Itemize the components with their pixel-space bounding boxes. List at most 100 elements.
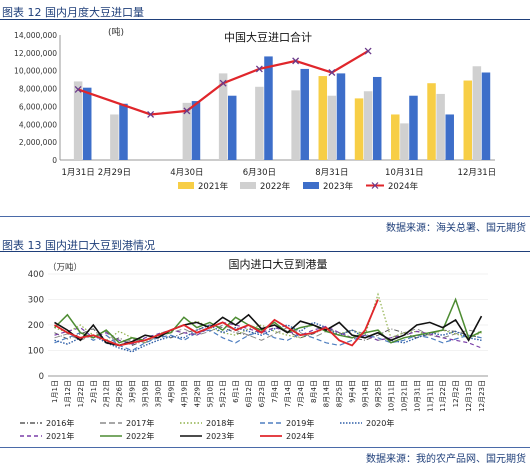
chart2-legend-label: 2020年	[366, 418, 394, 428]
figure1-bottom-rule	[0, 216, 530, 217]
chart2-legend-label: 2018年	[206, 418, 234, 428]
chart1-unit: (吨)	[108, 26, 124, 38]
chart2-legend-label: 2023年	[206, 431, 234, 441]
chart1-bar-2021年	[427, 83, 436, 160]
chart2-title: 国内进口大豆到港量	[229, 257, 328, 271]
chart1-bar-2021年	[463, 80, 473, 160]
chart1-bar-2022年	[363, 91, 373, 160]
chart1-xtick-label: 10月31日	[385, 168, 424, 178]
chart1-marker-2024	[364, 47, 372, 55]
chart1-xtick-label: 1月31日	[62, 168, 95, 178]
chart2-xtick-label: 7月14日	[284, 380, 292, 407]
chart1-bar-2022年	[436, 93, 445, 160]
chart1-marker-stroke	[364, 47, 372, 55]
chart1-ytick-label: 6,000,000	[19, 102, 57, 111]
chart1-bar-2022年	[327, 95, 337, 160]
chart1-bar-2023年	[227, 95, 237, 160]
chart2-xtick-label: 7月4日	[271, 380, 279, 403]
chart1-legend-swatch	[178, 182, 194, 189]
chart1-marker-2024	[255, 65, 263, 73]
chart2-xtick-label: 12月13日	[465, 380, 473, 412]
chart1-bar-2023年	[82, 87, 92, 160]
chart1-bar-2022年	[182, 102, 192, 160]
chart1-title: 中国大豆进口合计	[224, 30, 312, 44]
chart2-ytick-label: 0	[39, 372, 44, 382]
chart1-ytick-label: 10,000,000	[14, 67, 57, 76]
chart1-marker-stroke	[328, 69, 336, 76]
chart2-xtick-label: 9月4日	[349, 380, 357, 403]
chart2-xtick-label: 3月9日	[129, 380, 137, 403]
chart2-xtick-label: 10月21日	[400, 380, 408, 412]
chart1-marker-2024	[219, 79, 227, 87]
chart1-ytick-label: 0	[52, 156, 57, 165]
chart2-line-2021年	[54, 321, 482, 349]
figure2-title: 图表 13 国内进口大豆到港情况	[2, 239, 155, 252]
chart2-xtick-label: 2月26日	[116, 380, 124, 407]
chart2-xtick-label: 12月23日	[478, 380, 486, 412]
chart1-ytick-label: 14,000,000	[14, 31, 57, 40]
chart2-ytick-label: 200	[28, 321, 44, 331]
chart1-bar-2022年	[291, 90, 300, 160]
chart1-xtick-label: 8月31日	[315, 168, 348, 178]
chart2-xtick-label: 5月10日	[206, 380, 214, 407]
chart2-xtick-label: 4月29日	[193, 380, 201, 407]
chart1-marker-2024	[183, 107, 191, 115]
chart1-ytick-label: 4,000,000	[19, 120, 57, 129]
chart1-xtick-label: 12月31日	[458, 168, 497, 178]
chart1-bar-2021年	[318, 76, 328, 160]
figure2-bottom-rule	[0, 447, 530, 448]
chart2-xtick-label: 10月31日	[413, 380, 421, 412]
chart2-line-2020年	[54, 321, 482, 353]
chart2-ytick-label: 300	[28, 296, 44, 306]
monthly-import-chart: (吨) 中国大豆进口合计 0 2,000,000 4,000,000 6,000,000 8…	[14, 26, 497, 192]
chart1-ytick-label: 8,000,000	[19, 85, 57, 94]
chart2-ytick-label: 400	[28, 270, 44, 280]
chart1-marker-stroke	[183, 107, 191, 115]
chart1-bar-2022年	[400, 123, 409, 160]
chart2-legend-label: 2019年	[286, 418, 314, 428]
chart2-legend-label: 2022年	[126, 431, 154, 441]
chart1-marker-stroke	[255, 65, 263, 73]
chart1-legend-label: 2024年	[388, 181, 419, 192]
chart1-bar-2022年	[73, 81, 83, 160]
chart1-bar-2023年	[264, 56, 273, 160]
chart1-legend-label: 2022年	[260, 181, 291, 192]
arrival-chart: 国内进口大豆到港量 （万吨） 0 100 200 300 400 1月1日 1月12日 1月22日…	[20, 257, 488, 441]
chart1-bar-2023年	[445, 114, 454, 160]
chart1-legend-label: 2023年	[323, 181, 354, 192]
chart1-bar-2023年	[409, 95, 418, 160]
chart1-bar-2021年	[354, 98, 364, 160]
figure2-source: 数据来源：我的农产品网、国元期货	[366, 454, 526, 465]
chart2-xtick-label: 2月1日	[90, 380, 98, 403]
figure1-source: 数据来源：海关总署、国元期货	[386, 223, 526, 234]
chart1-marker-2024	[147, 111, 155, 118]
chart2-xtick-label: 4月19日	[180, 380, 188, 407]
chart2-xtick-label: 8月4日	[310, 380, 318, 403]
chart1-bar-2021年	[391, 114, 400, 160]
chart2-line-2024年	[54, 299, 379, 347]
chart1-bar-2022年	[472, 66, 482, 160]
chart1-xtick-label: 6月30日	[243, 168, 276, 178]
chart2-xtick-label: 10月11日	[387, 380, 395, 412]
chart2-xtick-label: 6月1日	[232, 380, 240, 403]
chart2-xtick-label: 12月2日	[452, 380, 460, 407]
chart2-legend-label: 2021年	[46, 431, 74, 441]
figure2-title-rule	[0, 251, 530, 252]
figure1-title: 图表 12 国内月度大豆进口量	[2, 6, 144, 19]
chart1-bar-2022年	[255, 86, 264, 160]
chart1-bar-2023年	[336, 73, 346, 160]
chart2-legend-label: 2024年	[286, 431, 314, 441]
chart1-xtick-label: 4月30日	[170, 168, 203, 178]
chart1-legend-marker	[371, 182, 379, 189]
chart1-marker-2024	[292, 57, 300, 65]
chart1-marker-2024	[74, 86, 82, 93]
chart2-legend-label: 2017年	[126, 418, 154, 428]
chart1-bar-2023年	[300, 68, 309, 160]
chart1-bar-2023年	[372, 76, 382, 160]
chart1-legend-label: 2021年	[198, 181, 229, 192]
chart2-xtick-label: 4月9日	[167, 380, 175, 403]
chart2-line-2022年	[53, 297, 482, 344]
chart2-unit: （万吨）	[48, 262, 82, 273]
chart2-xtick-label: 3月19日	[142, 380, 150, 407]
chart1-bar-2022年	[110, 114, 119, 160]
